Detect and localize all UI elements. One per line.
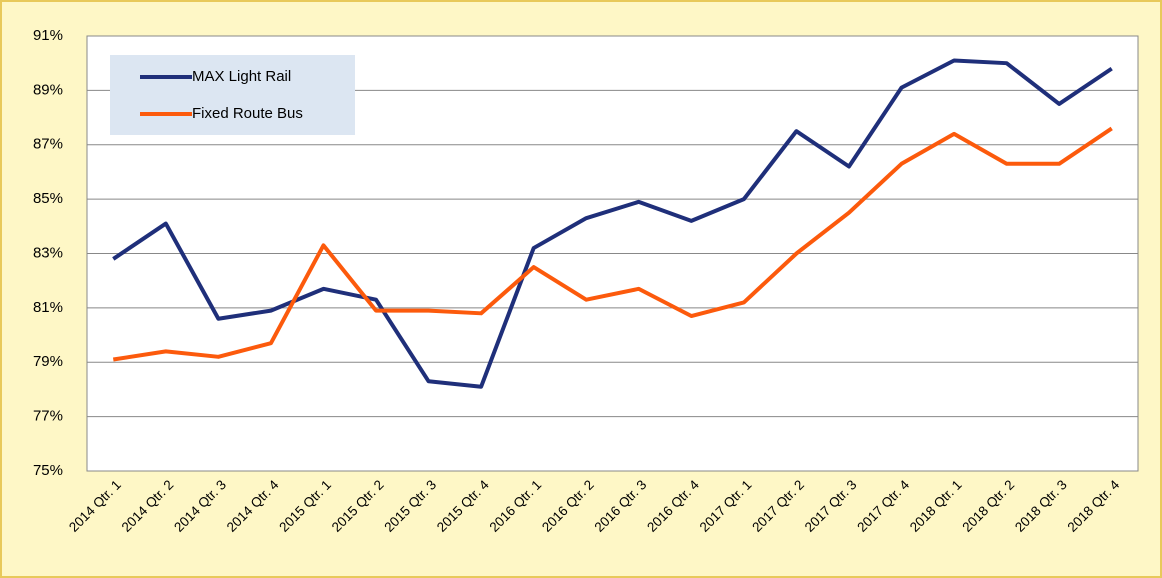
y-tick-label: 87% [33,136,63,153]
y-tick-label: 85% [33,190,63,207]
series-line [112,58,1113,389]
series-line [112,126,1113,362]
legend-box [110,55,355,135]
y-tick-label: 89% [33,81,63,98]
legend-label: MAX Light Rail [192,68,291,85]
y-tick-label: 79% [33,353,63,370]
legend-label: Fixed Route Bus [192,105,303,122]
y-tick-label: 91% [33,27,63,44]
y-tick-label: 75% [33,462,63,479]
y-tick-label: 81% [33,299,63,316]
y-tick-label: 83% [33,244,63,261]
y-tick-label: 77% [33,408,63,425]
